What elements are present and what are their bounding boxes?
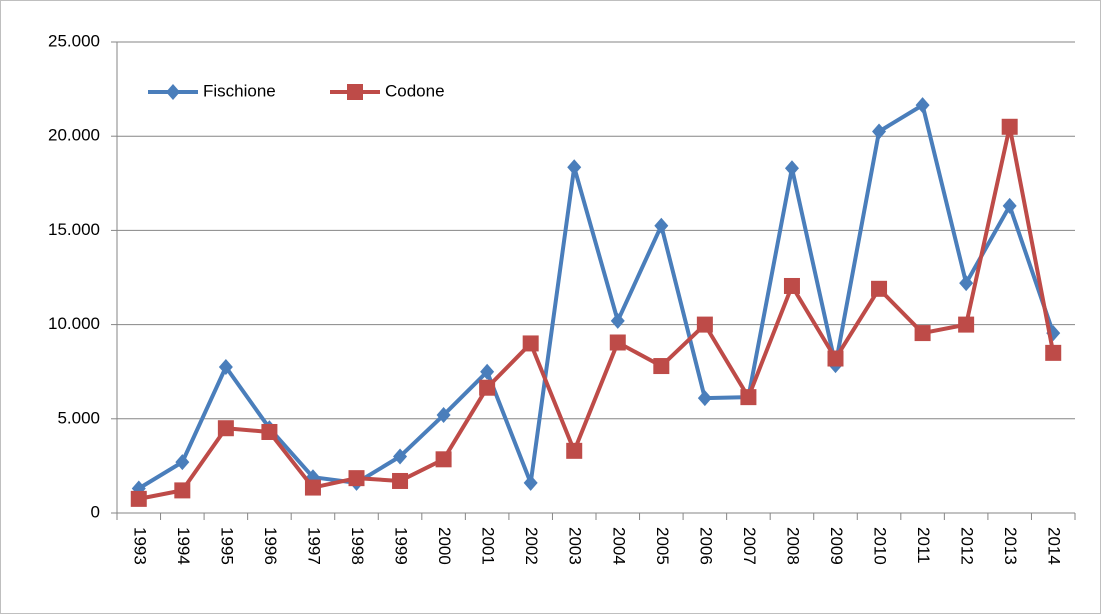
data-point bbox=[261, 423, 278, 440]
y-tick-label: 5.000 bbox=[57, 408, 100, 427]
x-tick-label: 2002 bbox=[522, 527, 541, 565]
y-tick-label: 15.000 bbox=[48, 220, 100, 239]
data-point bbox=[348, 470, 365, 487]
data-point bbox=[914, 325, 931, 342]
series-line bbox=[138, 124, 1056, 501]
x-tick-label: 2012 bbox=[958, 527, 977, 565]
x-tick-label: 2014 bbox=[1045, 527, 1064, 565]
data-point bbox=[217, 420, 234, 437]
legend-marker bbox=[347, 84, 363, 100]
x-tick-label: 1998 bbox=[348, 527, 367, 565]
data-point bbox=[522, 335, 539, 352]
data-point bbox=[609, 334, 626, 351]
data-point bbox=[783, 277, 800, 294]
x-tick-label: 2010 bbox=[871, 527, 890, 565]
data-point bbox=[435, 451, 452, 468]
data-point bbox=[1002, 197, 1017, 214]
data-point bbox=[697, 390, 712, 407]
data-point bbox=[740, 389, 757, 406]
data-point bbox=[958, 316, 975, 333]
x-tick-label: 2005 bbox=[653, 527, 672, 565]
data-point bbox=[480, 363, 495, 380]
data-point bbox=[523, 474, 538, 491]
data-point bbox=[392, 472, 409, 489]
y-tick-label: 0 bbox=[91, 502, 100, 521]
data-point bbox=[827, 350, 844, 367]
x-tick-label: 1999 bbox=[392, 527, 411, 565]
data-point bbox=[871, 280, 888, 297]
legend-label: Fischione bbox=[203, 81, 276, 100]
data-point bbox=[393, 448, 408, 465]
data-point bbox=[696, 316, 713, 333]
data-point bbox=[1045, 344, 1062, 361]
x-tick-label: 2000 bbox=[435, 527, 454, 565]
data-point bbox=[784, 160, 799, 177]
data-point bbox=[915, 97, 930, 114]
data-point bbox=[610, 312, 625, 329]
data-point bbox=[653, 358, 670, 375]
data-point bbox=[436, 407, 451, 424]
x-tick-label: 2011 bbox=[914, 527, 933, 564]
x-tick-label: 2001 bbox=[479, 527, 498, 565]
data-point bbox=[304, 479, 321, 496]
x-tick-label: 2013 bbox=[1001, 527, 1020, 565]
legend-label: Codone bbox=[385, 81, 445, 100]
data-point bbox=[566, 442, 583, 459]
x-tick-label: 2003 bbox=[566, 527, 585, 565]
x-tick-label: 1997 bbox=[304, 527, 323, 565]
x-tick-label: 1994 bbox=[174, 527, 193, 565]
x-tick-label: 1996 bbox=[261, 527, 280, 565]
data-point bbox=[872, 123, 887, 140]
data-point bbox=[479, 379, 496, 396]
data-point bbox=[174, 482, 191, 499]
y-tick-label: 20.000 bbox=[48, 126, 100, 145]
x-tick-label: 1993 bbox=[130, 527, 149, 565]
x-tick-label: 2006 bbox=[696, 527, 715, 565]
x-tick-label: 2007 bbox=[740, 527, 759, 565]
series-line bbox=[137, 103, 1056, 491]
data-point bbox=[175, 454, 190, 471]
y-tick-label: 10.000 bbox=[48, 314, 100, 333]
legend-marker bbox=[166, 84, 180, 100]
data-point bbox=[1001, 118, 1018, 135]
x-tick-label: 2004 bbox=[609, 527, 628, 565]
data-point bbox=[218, 358, 233, 375]
data-point bbox=[654, 217, 669, 234]
x-tick-label: 2009 bbox=[827, 527, 846, 565]
y-tick-label: 25.000 bbox=[48, 31, 100, 50]
x-tick-label: 1995 bbox=[217, 527, 236, 565]
data-point bbox=[959, 275, 974, 292]
x-tick-label: 2008 bbox=[783, 527, 802, 565]
data-point bbox=[567, 159, 582, 176]
data-point bbox=[130, 490, 147, 507]
